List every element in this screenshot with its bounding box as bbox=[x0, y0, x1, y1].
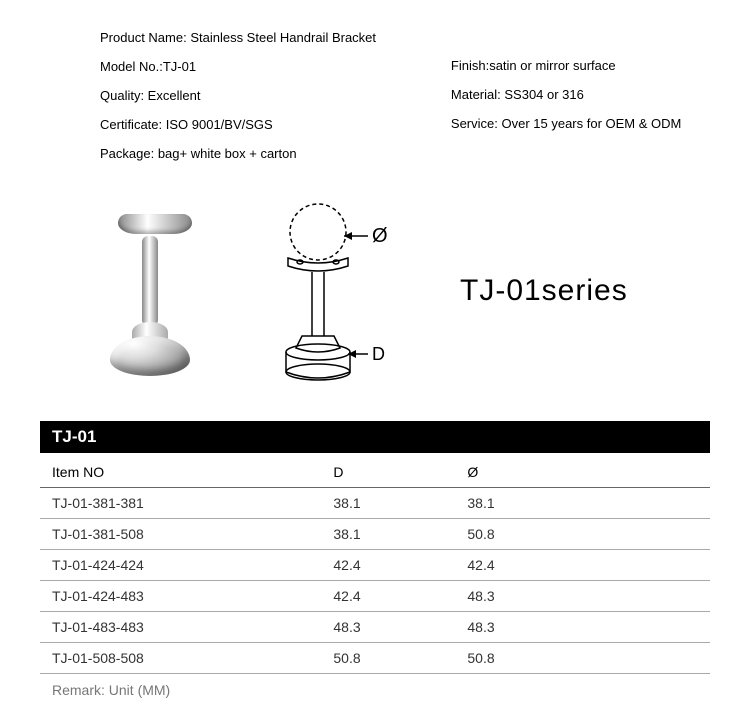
cell-item: TJ-01-424-483 bbox=[40, 581, 321, 612]
spec-finish: Finish:satin or mirror surface bbox=[451, 58, 710, 73]
spec-quality: Quality: Excellent bbox=[100, 88, 411, 103]
table-row: TJ-01-424-483 42.4 48.3 bbox=[40, 581, 710, 612]
col-item-no: Item NO bbox=[40, 457, 321, 488]
cell-phi: 48.3 bbox=[455, 612, 710, 643]
figures-row: Ø D TJ-01series bbox=[70, 191, 710, 391]
spec-block: Product Name: Stainless Steel Handrail B… bbox=[40, 30, 710, 161]
diagram-svg: Ø D bbox=[240, 196, 410, 386]
table-remark: Remark: Unit (MM) bbox=[40, 674, 710, 706]
table-row: TJ-01-381-508 38.1 50.8 bbox=[40, 519, 710, 550]
table-row: TJ-01-424-424 42.4 42.4 bbox=[40, 550, 710, 581]
table-header-row: Item NO D Ø bbox=[40, 457, 710, 488]
cell-item: TJ-01-424-424 bbox=[40, 550, 321, 581]
cell-item: TJ-01-508-508 bbox=[40, 643, 321, 674]
table-row: TJ-01-508-508 50.8 50.8 bbox=[40, 643, 710, 674]
cell-d: 42.4 bbox=[321, 550, 455, 581]
spec-col-left: Product Name: Stainless Steel Handrail B… bbox=[40, 30, 411, 161]
table-row: TJ-01-381-381 38.1 38.1 bbox=[40, 488, 710, 519]
cell-d: 42.4 bbox=[321, 581, 455, 612]
cell-d: 38.1 bbox=[321, 519, 455, 550]
dimensions-table: Item NO D Ø TJ-01-381-381 38.1 38.1 TJ-0… bbox=[40, 457, 710, 674]
cell-d: 48.3 bbox=[321, 612, 455, 643]
table-body: TJ-01-381-381 38.1 38.1 TJ-01-381-508 38… bbox=[40, 488, 710, 674]
spec-material: Material: SS304 or 316 bbox=[451, 87, 710, 102]
spec-product-name: Product Name: Stainless Steel Handrail B… bbox=[100, 30, 411, 45]
col-phi: Ø bbox=[455, 457, 710, 488]
cell-d: 50.8 bbox=[321, 643, 455, 674]
cell-item: TJ-01-483-483 bbox=[40, 612, 321, 643]
cell-phi: 42.4 bbox=[455, 550, 710, 581]
table-row: TJ-01-483-483 48.3 48.3 bbox=[40, 612, 710, 643]
cell-phi: 48.3 bbox=[455, 581, 710, 612]
cell-phi: 50.8 bbox=[455, 519, 710, 550]
cell-item: TJ-01-381-508 bbox=[40, 519, 321, 550]
spec-package: Package: bag+ white box + carton bbox=[100, 146, 411, 161]
cell-phi: 38.1 bbox=[455, 488, 710, 519]
cell-d: 38.1 bbox=[321, 488, 455, 519]
table-title-bar: TJ-01 bbox=[40, 421, 710, 453]
spec-col-right: Finish:satin or mirror surface Material:… bbox=[451, 30, 710, 161]
d-label: D bbox=[372, 344, 385, 364]
cell-phi: 50.8 bbox=[455, 643, 710, 674]
spec-service: Service: Over 15 years for OEM & ODM bbox=[451, 116, 710, 131]
col-d: D bbox=[321, 457, 455, 488]
spec-model: Model No.:TJ-01 bbox=[100, 59, 411, 74]
phi-label: Ø bbox=[372, 225, 388, 247]
dimension-diagram: Ø D bbox=[240, 196, 410, 386]
series-title: TJ-01series bbox=[460, 274, 628, 308]
product-photo bbox=[70, 196, 220, 386]
cell-item: TJ-01-381-381 bbox=[40, 488, 321, 519]
spec-certificate: Certificate: ISO 9001/BV/SGS bbox=[100, 117, 411, 132]
